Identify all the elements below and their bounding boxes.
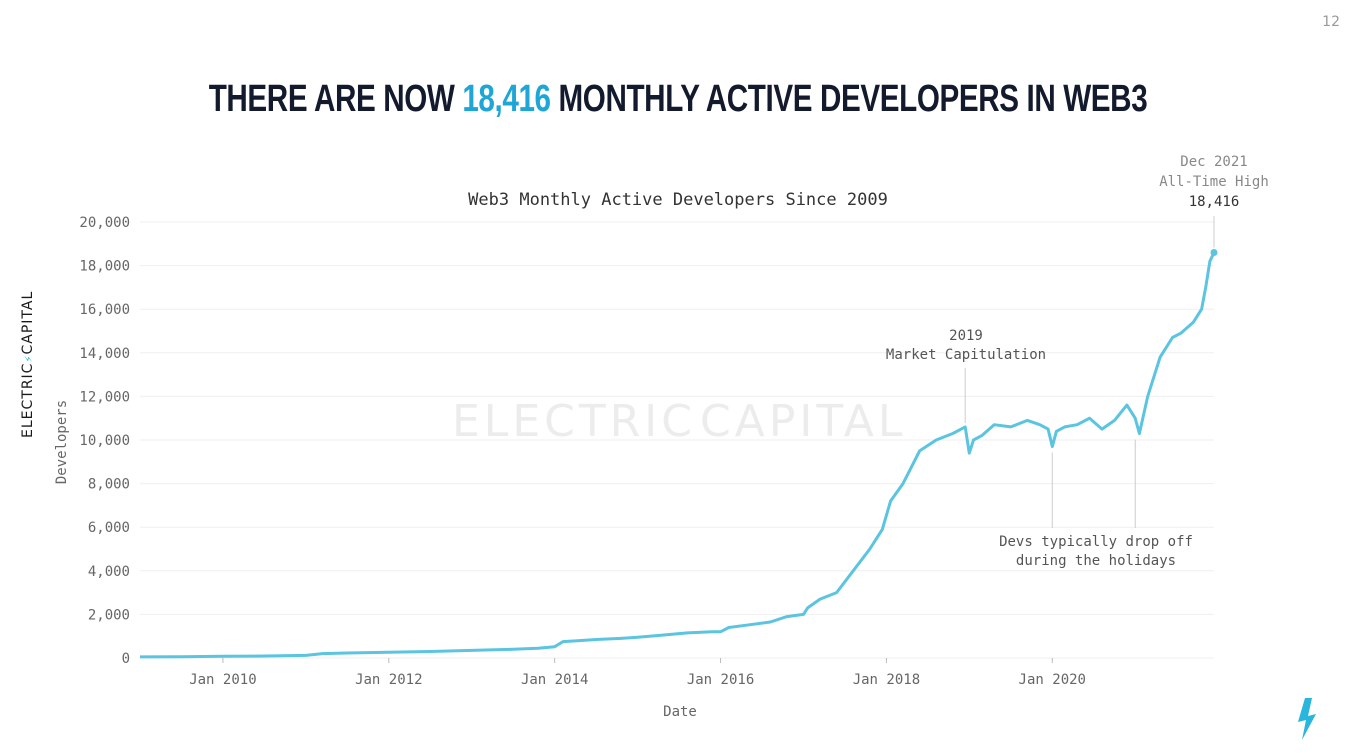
y-tick-label: 14,000	[79, 346, 130, 362]
y-tick-label: 16,000	[79, 302, 130, 318]
chart-title: Web3 Monthly Active Developers Since 200…	[468, 190, 888, 210]
y-tick-label: 20,000	[79, 215, 130, 231]
grid	[140, 221, 1214, 659]
annotation-text-ath: All-Time High	[1159, 174, 1269, 190]
annotation-text-ath: Dec 2021	[1180, 154, 1247, 170]
y-tick-label: 8,000	[88, 477, 130, 493]
x-axis-label: Date	[663, 704, 697, 720]
bolt-logo-icon	[1298, 698, 1316, 740]
y-tick-label: 6,000	[88, 520, 130, 536]
x-tick-label: Jan 2020	[1019, 672, 1086, 688]
series-line	[139, 251, 1216, 659]
peak-point	[1210, 249, 1218, 257]
annotation-text-capitulation: Market Capitulation	[886, 347, 1046, 363]
watermark-left: ELECTRIC	[452, 396, 696, 447]
y-tick-label: 10,000	[79, 433, 130, 449]
watermark-right: CAPITAL	[700, 396, 906, 447]
y-axis-label: Developers	[54, 400, 70, 484]
annotation-text-holidays: Devs typically drop off	[999, 534, 1193, 550]
y-tick-label: 12,000	[79, 389, 130, 405]
y-axis: 0 2,000 4,000 6,000 8,000 10,000 12,000 14,000 1…	[79, 215, 130, 667]
x-axis: Jan 2010 Jan 2012 Jan 2014 Jan 2016 Jan 2018…	[189, 658, 1086, 688]
watermark: ELECTRIC CAPITAL	[452, 396, 906, 447]
x-tick-label: Jan 2016	[687, 672, 754, 688]
y-tick-label: 2,000	[88, 607, 130, 623]
x-tick-label: Jan 2018	[853, 672, 920, 688]
y-tick-label: 0	[122, 651, 130, 667]
headline-highlight: 18,416	[462, 78, 551, 120]
headline-prefix: THERE ARE NOW	[208, 78, 463, 120]
y-tick-label: 4,000	[88, 564, 130, 580]
headline-suffix: MONTHLY ACTIVE DEVELOPERS IN WEB3	[550, 78, 1148, 120]
x-tick-label: Jan 2012	[355, 672, 422, 688]
y-tick-label: 18,000	[79, 259, 130, 275]
page-number: 12	[1322, 14, 1340, 30]
page-title: THERE ARE NOW 18,416 MONTHLY ACTIVE DEVE…	[149, 78, 1207, 121]
x-tick-label: Jan 2010	[189, 672, 256, 688]
annotation-text-ath: 18,416	[1189, 194, 1240, 210]
annotation-text-holidays: during the holidays	[1016, 553, 1176, 569]
annotation-text-capitulation: 2019	[949, 328, 983, 344]
annotations: 2019 Market Capitulation Devs typically dr…	[886, 154, 1269, 569]
x-tick-label: Jan 2014	[521, 672, 588, 688]
